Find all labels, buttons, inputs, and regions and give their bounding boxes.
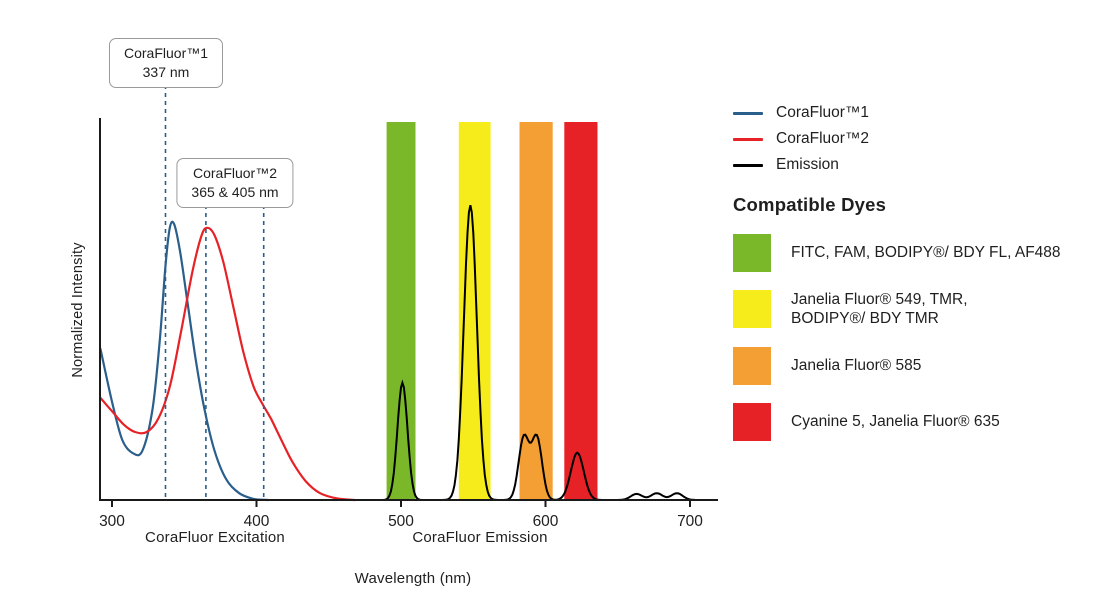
dye-item-label: Janelia Fluor® 585 xyxy=(791,357,922,375)
compatible-dyes-title: Compatible Dyes xyxy=(733,194,887,215)
excitation-curve-2 xyxy=(99,226,356,502)
x-tick-label: 400 xyxy=(244,513,270,530)
dye-item-label: Cyanine 5, Janelia Fluor® 635 xyxy=(791,413,1000,431)
x-tick-label: 500 xyxy=(388,513,414,530)
dye-color-swatch xyxy=(733,346,771,385)
legend-item-label: Emission xyxy=(776,156,839,173)
emission-band-red xyxy=(564,122,598,500)
annotation-subtitle: 365 & 405 nm xyxy=(191,183,279,200)
legend-item-label: CoraFluor™2 xyxy=(776,130,870,147)
dye-item-red: Cyanine 5, Janelia Fluor® 635 xyxy=(733,402,1061,441)
annotation-title: CoraFluor™1 xyxy=(123,45,209,61)
legend-line-icon xyxy=(733,137,763,141)
x-tick-label: 600 xyxy=(533,513,559,530)
annotation-corafluor1: CoraFluor™1 337 nm xyxy=(108,38,224,88)
section-label-emission: CoraFluor Emission xyxy=(412,529,548,546)
dye-item-orange: Janelia Fluor® 585 xyxy=(733,346,1061,385)
dye-item-green: FITC, FAM, BODIPY®/ BDY FL, AF488 xyxy=(733,234,1061,272)
excitation-curve-1 xyxy=(99,220,270,502)
legend-line-icon xyxy=(733,163,763,167)
legend-item-corafluor1: CoraFluor™1 xyxy=(733,104,869,122)
dye-item-yellow: Janelia Fluor® 549, TMR, BODIPY®/ BDY TM… xyxy=(733,290,1061,329)
annotation-title: CoraFluor™2 xyxy=(192,165,278,181)
y-axis-label: Normalized Intensity xyxy=(70,242,86,378)
x-tick-label: 700 xyxy=(677,513,703,530)
legend-item-label: CoraFluor™1 xyxy=(776,104,870,121)
curve-legend: CoraFluor™1 CoraFluor™2 Emission xyxy=(733,104,869,174)
legend-item-emission: Emission xyxy=(733,156,869,174)
section-label-excitation: CoraFluor Excitation xyxy=(145,529,285,546)
annotation-corafluor2: CoraFluor™2 365 & 405 nm xyxy=(176,158,294,208)
x-tick-label: 300 xyxy=(99,513,125,530)
legend-line-icon xyxy=(733,111,763,115)
dye-color-swatch xyxy=(733,234,771,272)
legend-item-corafluor2: CoraFluor™2 xyxy=(733,130,869,148)
dye-color-swatch xyxy=(733,290,771,329)
spectra-chart: 300 400 500 600 700 xyxy=(99,85,718,530)
dye-item-label: Janelia Fluor® 549, TMR, BODIPY®/ BDY TM… xyxy=(791,291,968,328)
emission-band-orange xyxy=(519,122,553,500)
emission-curve xyxy=(307,204,714,501)
emission-band-green xyxy=(386,122,416,500)
compatible-dyes-list: FITC, FAM, BODIPY®/ BDY FL, AF488 Janeli… xyxy=(733,234,1061,441)
x-axis-label: Wavelength (nm) xyxy=(354,570,472,587)
dye-color-swatch xyxy=(733,402,771,441)
annotation-subtitle: 337 nm xyxy=(142,63,190,80)
dye-item-label: FITC, FAM, BODIPY®/ BDY FL, AF488 xyxy=(791,244,1061,262)
